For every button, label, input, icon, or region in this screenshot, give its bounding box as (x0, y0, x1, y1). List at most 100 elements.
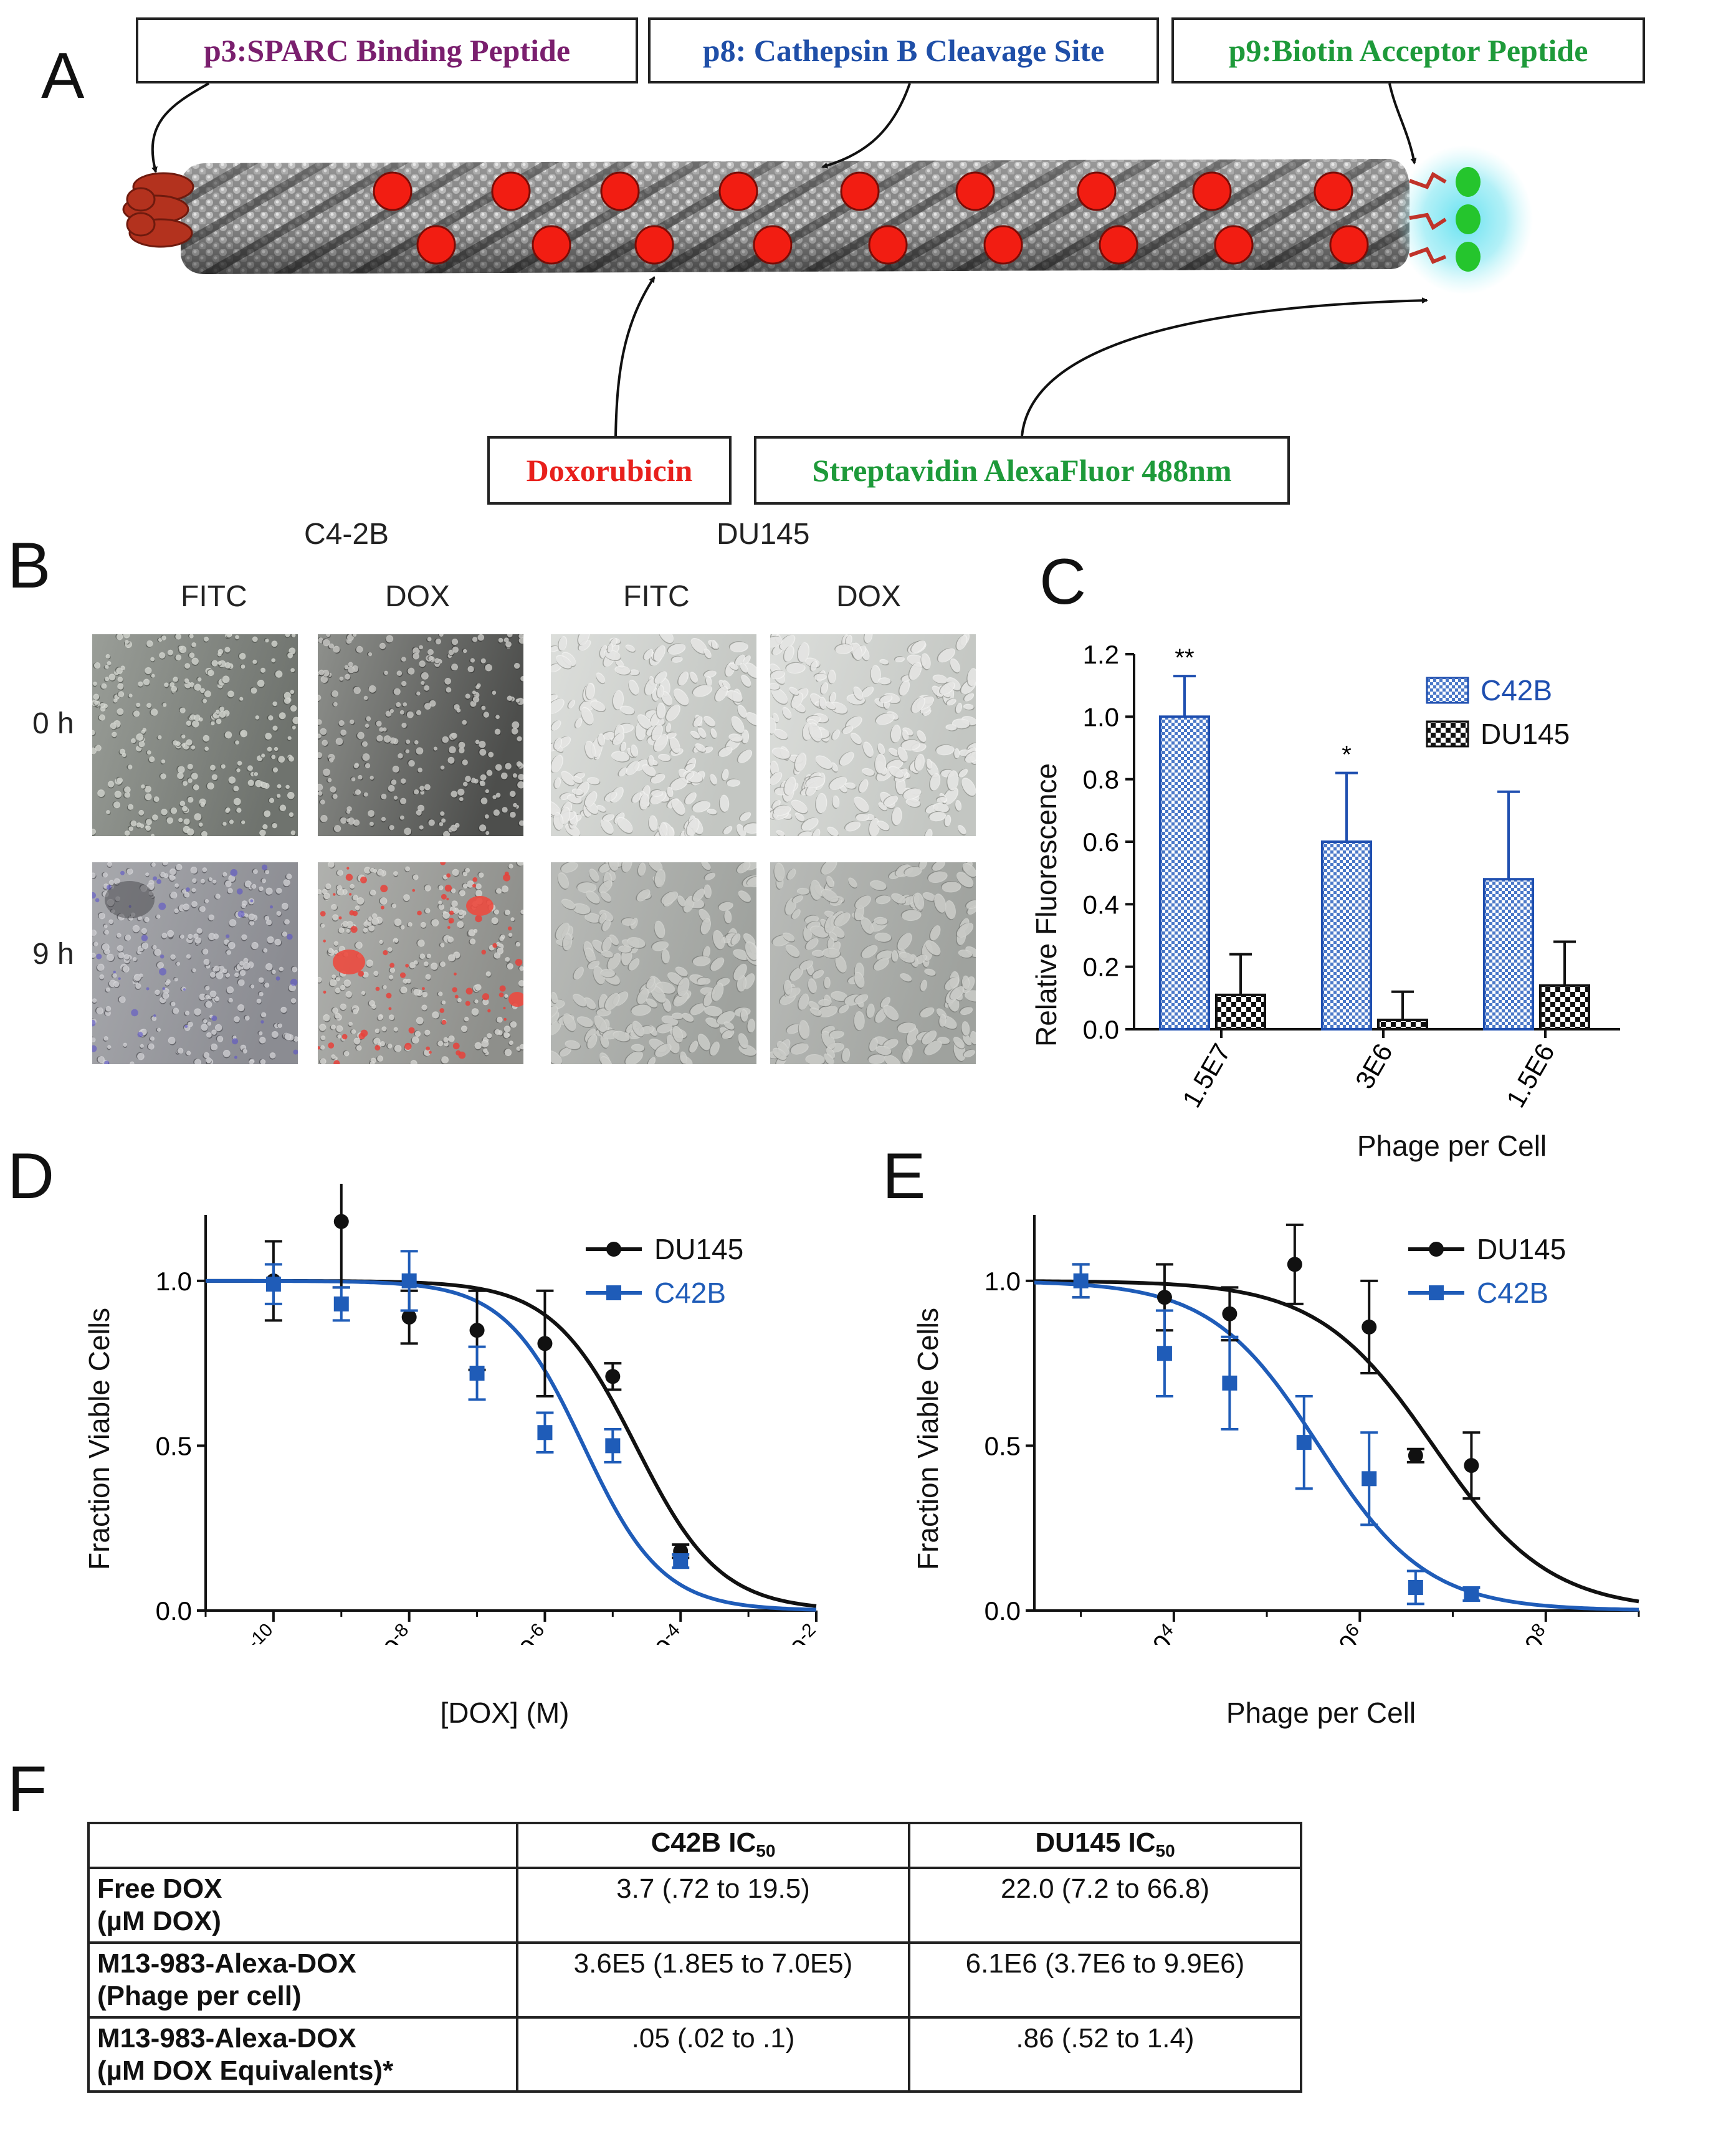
doxorubicin-marker (634, 225, 674, 265)
data-point-c42b (537, 1425, 553, 1440)
data-point-du145 (537, 1336, 553, 1351)
data-point-du145 (1464, 1458, 1479, 1473)
doxorubicin-marker (416, 225, 456, 265)
callout-p3: p3:SPARC Binding Peptide (136, 17, 638, 83)
doxorubicin-marker (532, 225, 571, 265)
row-label-line2: (Phage per cell) (97, 1980, 302, 2011)
callout-doxorubicin: Doxorubicin (487, 436, 732, 505)
data-point-du145 (1408, 1448, 1423, 1464)
row-label-line2: (µM DOX) (97, 1905, 221, 1936)
group-label-du145: DU145 (717, 518, 810, 551)
table-row: Free DOX (µM DOX) 3.7 (.72 to 19.5) 22.0 … (87, 1867, 1302, 1944)
table-header-c42b: C42B IC50 (516, 1822, 910, 1869)
x-tick-label: 10-2 (773, 1619, 827, 1645)
data-point-du145 (469, 1323, 485, 1338)
legend-swatch-c42b (1426, 677, 1469, 704)
ic50-table: C42B IC50 DU145 IC50 Free DOX (µM DOX) 3.… (87, 1822, 1302, 2093)
row-label-line1: Free DOX (97, 1873, 222, 1904)
row-label-0h: 0 h (32, 707, 74, 740)
data-point-c42b (1073, 1273, 1089, 1288)
row-label-9h: 9 h (32, 938, 74, 971)
phage-diagram (122, 82, 1533, 437)
chart-dox-viability: 0.0 0.5 1.0 10-10 10-8 10-6 10-4 10-2 DU145 C42B (156, 1184, 827, 1645)
fit-curve-c42b (206, 1278, 817, 1612)
data-point-c42b (333, 1296, 349, 1311)
header-du145-sub: 50 (1155, 1841, 1175, 1860)
micrograph-c42b-dox-9h (318, 862, 523, 1064)
cell-c42b-free-dox: 3.7 (.72 to 19.5) (516, 1867, 910, 1944)
legend-marker-du145 (1429, 1242, 1444, 1257)
panel-label-a: A (41, 40, 85, 112)
doxorubicin-marker (600, 171, 640, 211)
data-point-du145 (1222, 1306, 1238, 1321)
data-point-du145 (1287, 1257, 1302, 1272)
row-header-dox-equivalents: M13-983-Alexa-DOX (µM DOX Equivalents)* (87, 2016, 518, 2093)
table-header-du145: DU145 IC50 (908, 1822, 1302, 1869)
doxorubicin-marker (840, 171, 880, 211)
bar-du145 (1215, 993, 1266, 1031)
legend-label-c42b: C42B (654, 1277, 726, 1309)
chart-c-ylabel: Relative Fluorescence (1030, 763, 1062, 1047)
callout-streptavidin: Streptavidin AlexaFluor 488nm (754, 436, 1290, 505)
data-point-c42b (1157, 1346, 1172, 1361)
chart-d-ylabel: Fraction Viable Cells (83, 1307, 115, 1570)
header-du145-text: DU145 IC (1035, 1827, 1156, 1858)
panel-label-c: C (1039, 546, 1087, 618)
table-row: M13-983-Alexa-DOX (µM DOX Equivalents)* .… (87, 2016, 1302, 2093)
doxorubicin-marker (983, 225, 1023, 265)
doxorubicin-marker (955, 171, 995, 211)
y-tick-label: 0.2 (1083, 953, 1119, 982)
y-tick-label: 1.0 (156, 1267, 192, 1296)
doxorubicin-marker (1192, 171, 1232, 211)
y-tick-label: 0.0 (1083, 1015, 1119, 1044)
y-tick-label: 0.5 (156, 1431, 192, 1460)
doxorubicin-marker (373, 171, 413, 211)
doxorubicin-marker (718, 171, 758, 211)
doxorubicin-marker (753, 225, 793, 265)
y-tick-label: 0.5 (985, 1431, 1021, 1460)
fit-curve-du145 (206, 1278, 817, 1608)
chart-d-xlabel: [DOX] (M) (440, 1697, 570, 1729)
data-point-du145 (1157, 1290, 1172, 1305)
y-tick-label: 0.0 (985, 1596, 1021, 1626)
bar-du145 (1539, 984, 1590, 1031)
row-label-line1: M13-983-Alexa-DOX (97, 1948, 356, 1979)
bar-c42b (1321, 840, 1372, 1031)
data-point-du145 (333, 1214, 349, 1229)
x-tick-label: 3E6 (1350, 1039, 1398, 1093)
legend-swatch-du145 (1426, 720, 1469, 748)
data-point-c42b (401, 1273, 417, 1288)
legend-label-c42b: C42B (1477, 1277, 1548, 1309)
micrograph-c42b-fitc-9h (92, 862, 298, 1064)
table-header-empty (87, 1822, 518, 1869)
doxorubicin-marker (1314, 171, 1353, 211)
data-point-c42b (265, 1277, 281, 1292)
x-tick-label: 104 (1135, 1619, 1185, 1645)
data-point-du145 (401, 1310, 417, 1325)
legend-label-c42b: C42B (1481, 674, 1552, 707)
data-point-c42b (1362, 1471, 1377, 1487)
table-row: M13-983-Alexa-DOX (Phage per cell) 3.6E5 … (87, 1941, 1302, 2019)
micrograph-du145-fitc-0h (551, 634, 756, 836)
data-point-c42b (1222, 1375, 1238, 1391)
y-tick-label: 0.4 (1083, 890, 1119, 919)
column-label-fitc-2: FITC (623, 580, 690, 613)
cell-du145-free-dox: 22.0 (7.2 to 66.8) (908, 1867, 1302, 1944)
data-point-c42b (1464, 1586, 1479, 1602)
callout-p8: p8: Cathepsin B Cleavage Site (648, 17, 1159, 83)
x-tick-label: 1.5E6 (1500, 1039, 1560, 1113)
data-point-du145 (605, 1369, 621, 1384)
panel-label-f: F (7, 1753, 47, 1825)
legend-label-du145: DU145 (654, 1233, 743, 1265)
doxorubicin-marker (868, 225, 908, 265)
data-point-c42b (605, 1438, 621, 1454)
column-label-dox-1: DOX (385, 580, 451, 613)
legend-label-du145: DU145 (1481, 718, 1570, 750)
micrograph-du145-dox-9h (770, 862, 976, 1064)
chart-e-xlabel: Phage per Cell (1226, 1697, 1416, 1729)
cell-c42b-phage: 3.6E5 (1.8E5 to 7.0E5) (516, 1941, 910, 2019)
x-tick-label: 10-4 (637, 1619, 692, 1645)
panel-label-b: B (7, 530, 51, 602)
legend-marker-du145 (606, 1242, 621, 1257)
data-point-du145 (1362, 1319, 1377, 1335)
